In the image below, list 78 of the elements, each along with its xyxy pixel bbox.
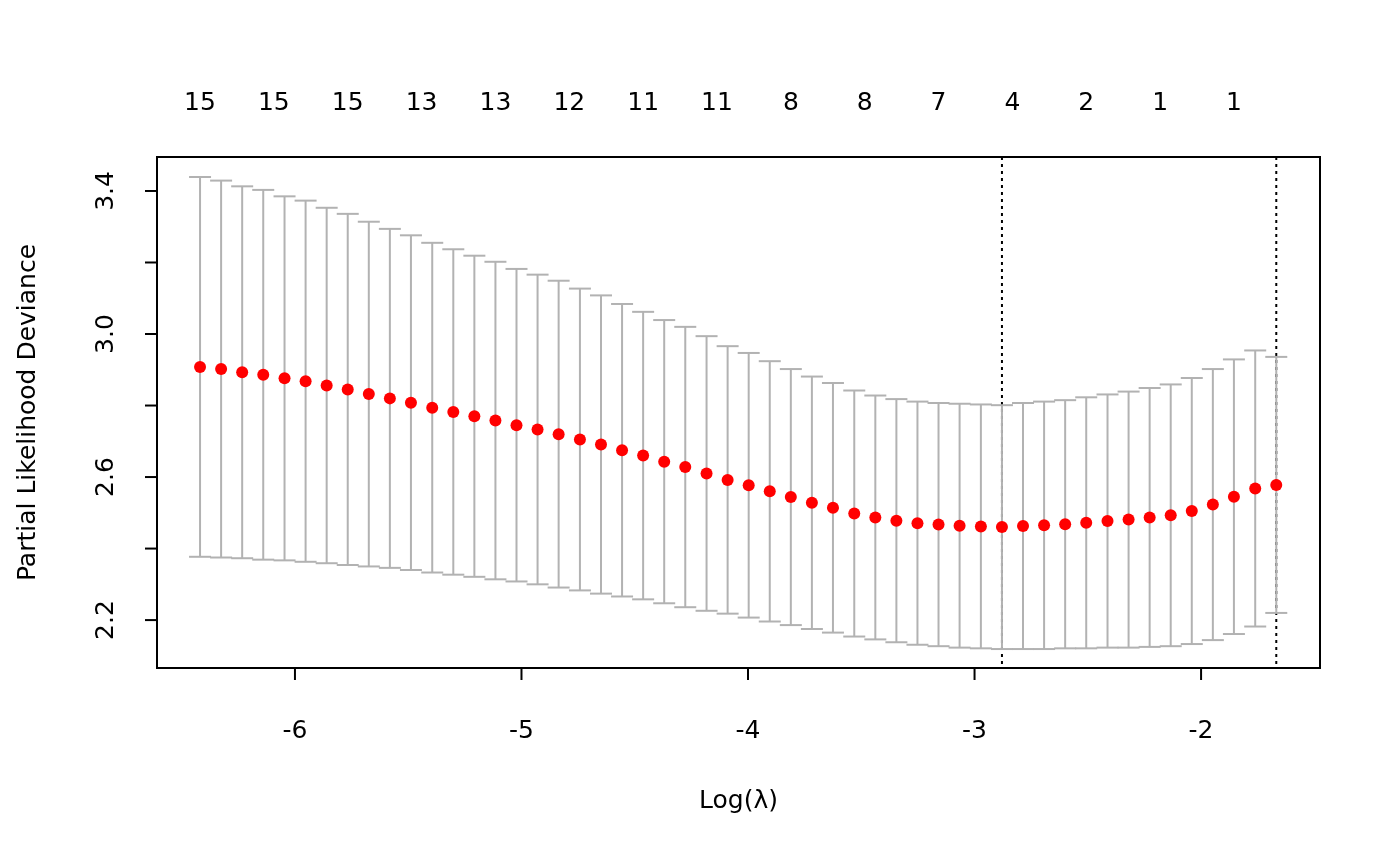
point (953, 519, 966, 532)
point (426, 401, 439, 414)
x-tick-label: -5 (509, 715, 534, 744)
point (1206, 498, 1219, 511)
point (700, 467, 713, 480)
point (468, 410, 481, 423)
point (1122, 513, 1135, 526)
point (194, 360, 207, 373)
point (1227, 490, 1240, 503)
point (784, 491, 797, 504)
point (383, 392, 396, 405)
point (552, 428, 565, 441)
text: 13 (479, 87, 512, 116)
point (995, 521, 1008, 534)
point (1038, 519, 1051, 532)
point (616, 444, 629, 457)
point (278, 372, 291, 385)
y-axis-title: Partial Likelihood Deviance (12, 243, 41, 582)
point (341, 383, 354, 396)
point (911, 517, 924, 530)
point (826, 501, 839, 514)
point (805, 496, 818, 509)
point (1080, 516, 1093, 529)
point (320, 379, 333, 392)
text: 15 (257, 87, 290, 116)
x-tick-label: -6 (282, 715, 308, 744)
point (932, 518, 945, 531)
point (637, 449, 650, 462)
point (1249, 482, 1262, 495)
text: 1 (1226, 87, 1242, 116)
point (362, 388, 375, 401)
point (763, 485, 776, 498)
point (257, 368, 270, 381)
point (1164, 509, 1177, 522)
text: 12 (553, 87, 586, 116)
point (531, 423, 544, 436)
x-tick-label: -3 (962, 715, 988, 744)
point (573, 433, 586, 446)
text: 13 (405, 87, 438, 116)
text: 11 (627, 87, 660, 116)
point (1143, 511, 1156, 524)
point (1101, 515, 1114, 528)
point (974, 520, 987, 533)
text: 2 (1078, 87, 1095, 116)
point (404, 396, 417, 409)
point (869, 511, 882, 524)
point (1017, 520, 1030, 533)
point (595, 438, 607, 451)
point (679, 461, 692, 474)
y-tick-label: 2.2 (90, 600, 119, 640)
text: 7 (930, 87, 947, 116)
point (299, 375, 312, 388)
point (510, 419, 523, 432)
point (848, 507, 861, 520)
text: 15 (331, 87, 364, 116)
y-tick-label: 3.4 (90, 171, 119, 211)
text: 15 (184, 87, 216, 116)
point (742, 479, 755, 492)
text: 8 (782, 87, 799, 116)
point (236, 366, 249, 379)
y-tick-label: 3.0 (90, 314, 119, 354)
point (1059, 518, 1072, 531)
point (447, 405, 460, 418)
point (658, 455, 671, 468)
x-tick-label: -2 (1188, 715, 1214, 744)
text: 1 (1152, 87, 1169, 116)
point (489, 414, 502, 427)
text: 4 (1004, 87, 1021, 116)
y-tick-label: 2.6 (90, 457, 119, 497)
x-tick-label: -4 (735, 715, 761, 744)
point (215, 363, 228, 376)
point (1185, 505, 1198, 518)
point (890, 514, 903, 527)
x-axis-title: Log(λ) (699, 785, 778, 814)
text: 11 (701, 87, 733, 116)
point (721, 473, 734, 486)
point (1270, 478, 1283, 491)
text: 8 (856, 87, 873, 116)
